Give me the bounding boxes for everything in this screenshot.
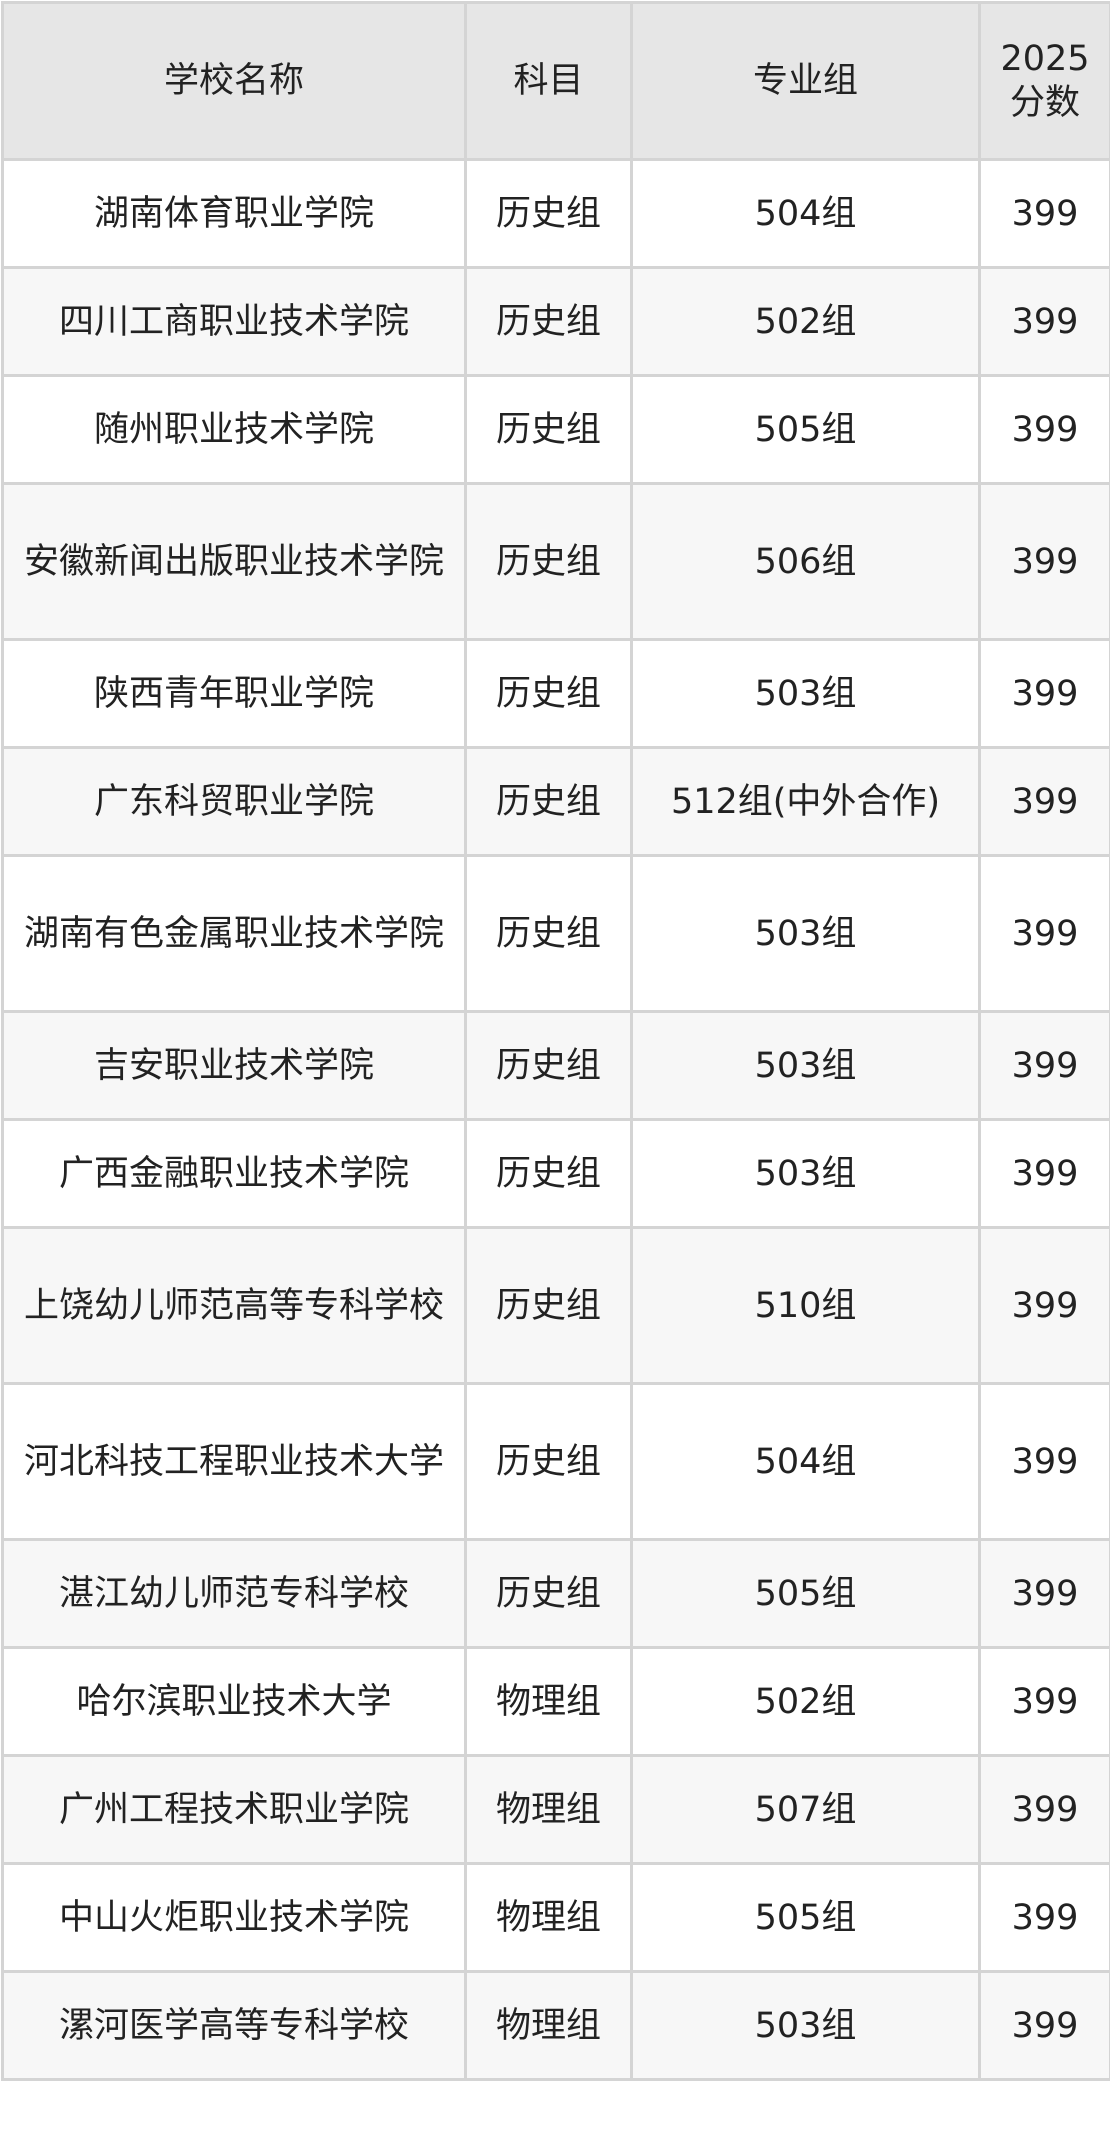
- score-cell: 399: [980, 160, 1110, 268]
- score-cell: 399: [980, 856, 1110, 1012]
- major-group-cell: 507组: [632, 1756, 980, 1864]
- subject-cell: 历史组: [466, 1540, 632, 1648]
- subject-cell: 历史组: [466, 640, 632, 748]
- major-group-cell: 503组: [632, 1972, 980, 2080]
- subject-cell: 物理组: [466, 1972, 632, 2080]
- header-subject: 科目: [466, 3, 632, 160]
- subject-cell: 历史组: [466, 1384, 632, 1540]
- score-cell: 399: [980, 268, 1110, 376]
- major-group-cell: 502组: [632, 1648, 980, 1756]
- school-name-cell: 随州职业技术学院: [3, 376, 466, 484]
- major-group-cell: 512组(中外合作): [632, 748, 980, 856]
- school-name-cell: 湛江幼儿师范专科学校: [3, 1540, 466, 1648]
- header-score: 2025分数: [980, 3, 1110, 160]
- score-cell: 399: [980, 640, 1110, 748]
- major-group-cell: 503组: [632, 856, 980, 1012]
- subject-cell: 物理组: [466, 1864, 632, 1972]
- school-name-cell: 上饶幼儿师范高等专科学校: [3, 1228, 466, 1384]
- header-group: 专业组: [632, 3, 980, 160]
- school-name-cell: 湖南有色金属职业技术学院: [3, 856, 466, 1012]
- subject-cell: 物理组: [466, 1648, 632, 1756]
- subject-cell: 物理组: [466, 1756, 632, 1864]
- school-name-cell: 吉安职业技术学院: [3, 1012, 466, 1120]
- score-cell: 399: [980, 1540, 1110, 1648]
- score-cell: 399: [980, 1648, 1110, 1756]
- school-name-cell: 广州工程技术职业学院: [3, 1756, 466, 1864]
- score-cell: 399: [980, 1384, 1110, 1540]
- school-name-cell: 广东科贸职业学院: [3, 748, 466, 856]
- subject-cell: 历史组: [466, 1012, 632, 1120]
- school-name-cell: 陕西青年职业学院: [3, 640, 466, 748]
- score-cell: 399: [980, 1756, 1110, 1864]
- subject-cell: 历史组: [466, 268, 632, 376]
- school-name-cell: 广西金融职业技术学院: [3, 1120, 466, 1228]
- score-cell: 399: [980, 1012, 1110, 1120]
- score-cell: 399: [980, 1972, 1110, 2080]
- major-group-cell: 510组: [632, 1228, 980, 1384]
- score-cell: 399: [980, 484, 1110, 640]
- major-group-cell: 504组: [632, 160, 980, 268]
- major-group-cell: 505组: [632, 1540, 980, 1648]
- major-group-cell: 506组: [632, 484, 980, 640]
- school-name-cell: 漯河医学高等专科学校: [3, 1972, 466, 2080]
- header-row: 学校名称 科目 专业组 2025分数: [3, 3, 1110, 160]
- subject-cell: 历史组: [466, 748, 632, 856]
- school-name-cell: 河北科技工程职业技术大学: [3, 1384, 466, 1540]
- score-cell: 399: [980, 748, 1110, 856]
- subject-cell: 历史组: [466, 1120, 632, 1228]
- score-cell: 399: [980, 1228, 1110, 1384]
- major-group-cell: 505组: [632, 1864, 980, 1972]
- major-group-cell: 502组: [632, 268, 980, 376]
- score-cell: 399: [980, 1120, 1110, 1228]
- subject-cell: 历史组: [466, 376, 632, 484]
- header-school: 学校名称: [3, 3, 466, 160]
- subject-cell: 历史组: [466, 160, 632, 268]
- score-cell: 399: [980, 1864, 1110, 1972]
- major-group-cell: 503组: [632, 1012, 980, 1120]
- school-name-cell: 四川工商职业技术学院: [3, 268, 466, 376]
- school-name-cell: 安徽新闻出版职业技术学院: [3, 484, 466, 640]
- subject-cell: 历史组: [466, 1228, 632, 1384]
- subject-cell: 历史组: [466, 856, 632, 1012]
- school-name-cell: 湖南体育职业学院: [3, 160, 466, 268]
- major-group-cell: 503组: [632, 640, 980, 748]
- major-group-cell: 504组: [632, 1384, 980, 1540]
- major-group-cell: 505组: [632, 376, 980, 484]
- major-group-cell: 503组: [632, 1120, 980, 1228]
- subject-cell: 历史组: [466, 484, 632, 640]
- score-cell: 399: [980, 376, 1110, 484]
- school-name-cell: 中山火炬职业技术学院: [3, 1864, 466, 1972]
- school-name-cell: 哈尔滨职业技术大学: [3, 1648, 466, 1756]
